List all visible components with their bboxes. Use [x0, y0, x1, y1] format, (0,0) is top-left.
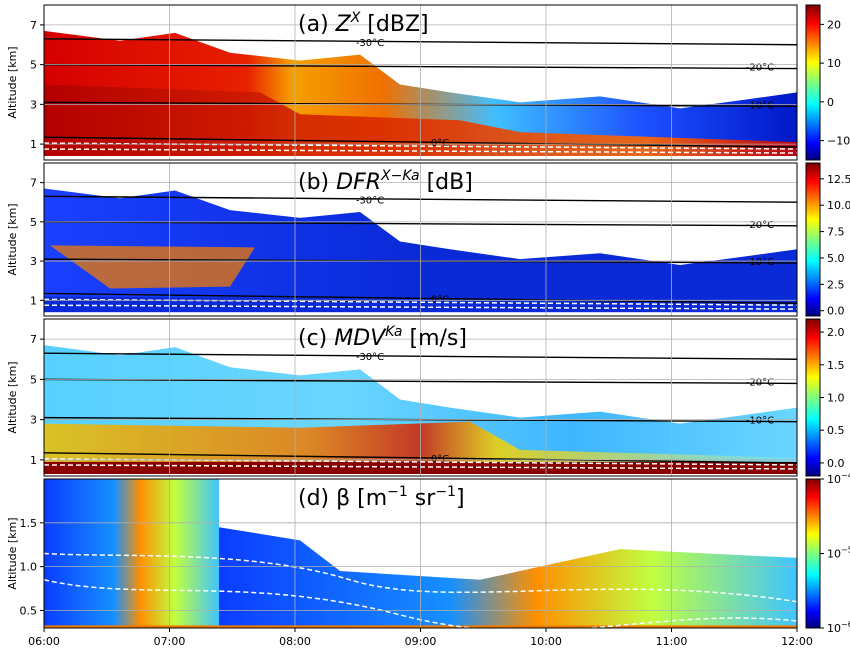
colorbar-tick-label: 0.5	[827, 424, 845, 437]
colorbar-tick-label: 10−6	[827, 620, 850, 635]
colorbar-tick-label: 10	[827, 57, 841, 70]
isotherm-label: -20°C	[746, 220, 774, 231]
colorbar-tick-label: 7.5	[827, 226, 845, 239]
y-axis-label: Altitude [km]	[6, 46, 19, 118]
colorbar-tick-label: 1.0	[827, 392, 845, 405]
colorbar-gradient	[805, 478, 821, 629]
colorbar-gradient	[805, 162, 821, 317]
isotherm-label: -20°C	[746, 377, 774, 388]
y-tick-label: 5	[30, 216, 37, 229]
isotherm-label: -30°C	[356, 195, 384, 206]
colorbar-tick-label: 0	[827, 96, 834, 109]
y-tick-label: 1	[30, 138, 37, 151]
y-tick-label: 7	[30, 177, 37, 190]
y-tick-label: 3	[30, 255, 37, 268]
colorbar-tick-label: 10−5	[827, 546, 850, 561]
x-tick-label: 11:00	[656, 635, 688, 648]
colorbar-tick-label: 2.5	[827, 278, 845, 291]
colorbar-gradient	[805, 318, 821, 477]
x-tick-label: 12:00	[781, 635, 813, 648]
y-tick-label: 7	[30, 333, 37, 346]
isotherm-label: 0°C	[431, 294, 449, 305]
colorbar: 2.0 1.5 1.0 0.5 0.0	[805, 318, 845, 477]
y-tick-label: 1.5	[20, 517, 38, 530]
x-tick-label: 06:00	[28, 635, 60, 648]
panel-title: (a) ZX [dBZ]	[298, 10, 429, 37]
y-tick-label: 3	[30, 98, 37, 111]
panel-title: (b) DFRX−Ka [dB]	[298, 168, 473, 195]
colorbar-tick-label: 10.0	[827, 199, 850, 212]
y-axis-label: Altitude [km]	[6, 203, 19, 275]
colorbar-tick-label: 12.5	[827, 173, 850, 186]
colorbar-tick-label: −10	[827, 135, 850, 148]
panel-c: -30°C -20°C -10°C 0°C 1 3 5 7 Altitude [km] (c) M…	[6, 318, 845, 477]
plot-frame	[43, 4, 798, 161]
colorbar-tick-label: 0.0	[827, 457, 845, 470]
data-field	[44, 479, 797, 628]
isotherm-label: -10°C	[746, 257, 774, 268]
colorbar-tick-label: 20	[827, 18, 841, 31]
y-tick-label: 0.5	[20, 604, 38, 617]
y-tick-label: 5	[30, 373, 37, 386]
y-tick-label: 1	[30, 454, 37, 467]
isotherm-label: -20°C	[746, 63, 774, 74]
colorbar-gradient	[805, 4, 821, 161]
isotherm-label: 0°C	[431, 138, 449, 149]
x-tick-label: 07:00	[154, 635, 186, 648]
x-tick-label: 10:00	[530, 635, 562, 648]
y-tick-label: 1.0	[20, 561, 38, 574]
panel-b: -30°C -20°C -10°C 0°C 1 3 5 7 Altitude [km] (b) D…	[6, 162, 850, 318]
x-tick-label: 09:00	[405, 635, 437, 648]
isotherm-label: 0°C	[431, 454, 449, 465]
panel-title: (c) MDVKa [m/s]	[298, 324, 467, 351]
y-tick-label: 1	[30, 294, 37, 307]
colorbar-tick-label: 1.5	[827, 359, 845, 372]
colorbar-tick-label: 0.0	[827, 305, 845, 318]
plot-frame	[43, 318, 798, 477]
echo-region	[44, 479, 219, 628]
y-tick-label: 5	[30, 59, 37, 72]
colorbar: 10−4 10−5 10−6	[805, 471, 850, 635]
colorbar-tick-label: 5.0	[827, 252, 845, 265]
colorbar: 12.5 10.0 7.5 5.0 2.5 0.0	[805, 162, 850, 318]
colorbar-tick-label: 10−4	[827, 471, 850, 486]
x-tick-label: 08:00	[279, 635, 311, 648]
panel-a: -30°C -20°C -10°C 0°C 1 3 5 7 Altitude [km] (a) Z…	[6, 4, 850, 161]
isotherm-label: -10°C	[746, 100, 774, 111]
isotherm-label: -30°C	[356, 352, 384, 363]
y-tick-label: 3	[30, 414, 37, 427]
y-tick-label: 7	[30, 19, 37, 32]
y-axis-label: Altitude [km]	[6, 361, 19, 433]
y-axis-label: Altitude [km]	[6, 517, 19, 589]
isotherm-label: -10°C	[746, 416, 774, 427]
plot-frame	[43, 162, 798, 317]
panel-title: (d) β [m−1 sr−1]	[298, 484, 465, 511]
echo-region	[219, 527, 797, 628]
colorbar-tick-label: 2.0	[827, 326, 845, 339]
colorbar: 20 10 0 −10	[805, 4, 850, 161]
isotherm-label: -30°C	[356, 38, 384, 49]
